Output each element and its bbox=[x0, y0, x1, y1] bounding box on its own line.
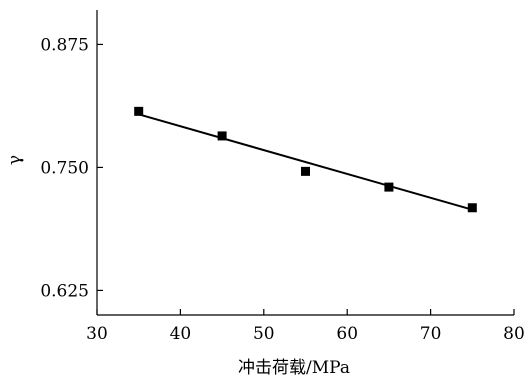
y-tick-label: 0.625 bbox=[40, 281, 89, 301]
data-points bbox=[134, 106, 477, 213]
fit-line-layer bbox=[138, 113, 473, 211]
data-point bbox=[217, 131, 227, 141]
data-point bbox=[384, 182, 394, 192]
x-tick-label: 40 bbox=[170, 324, 192, 344]
y-tick-label: 0.875 bbox=[40, 35, 89, 55]
x-axis-title: 冲击荷载/MPa bbox=[238, 358, 350, 378]
y-tick-label: 0.750 bbox=[40, 158, 89, 178]
x-tick-label: 60 bbox=[336, 324, 358, 344]
x-tick-label: 30 bbox=[86, 324, 108, 344]
tick-labels: 30 40 50 60 70 80 0.625 0.750 0.875 bbox=[40, 35, 524, 344]
axes bbox=[96, 10, 515, 316]
y-axis-title: γ bbox=[5, 155, 25, 165]
data-point bbox=[134, 106, 144, 116]
x-tick-label: 70 bbox=[420, 324, 442, 344]
x-tick-label: 50 bbox=[253, 324, 275, 344]
fit-line bbox=[138, 113, 473, 211]
data-point bbox=[467, 203, 477, 213]
x-tick-label: 80 bbox=[503, 324, 525, 344]
data-point bbox=[301, 166, 310, 176]
